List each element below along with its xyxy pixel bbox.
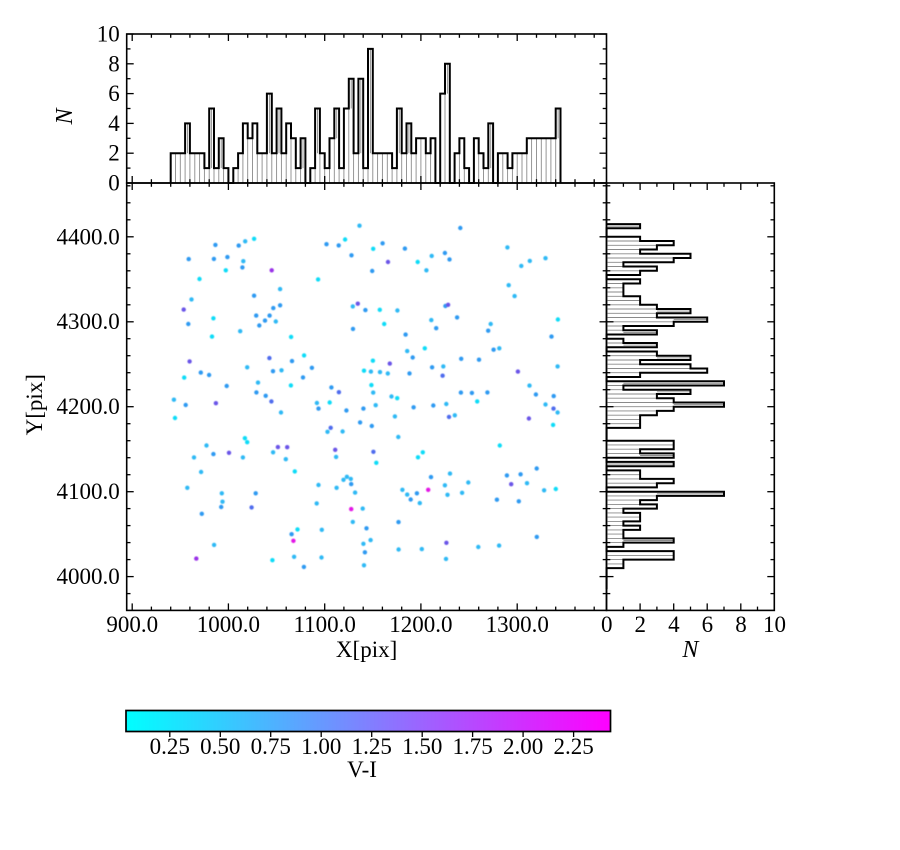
svg-text:10: 10 [97, 22, 120, 47]
svg-text:2.25: 2.25 [553, 734, 593, 759]
svg-text:4400.0: 4400.0 [56, 224, 119, 249]
svg-text:1.00: 1.00 [301, 734, 341, 759]
svg-text:6: 6 [108, 81, 120, 106]
svg-text:8: 8 [735, 612, 747, 637]
svg-text:0.75: 0.75 [251, 734, 291, 759]
svg-text:900.0: 900.0 [106, 612, 158, 637]
svg-text:1200.0: 1200.0 [389, 612, 452, 637]
svg-text:V-I: V-I [347, 757, 377, 782]
svg-text:4: 4 [108, 111, 120, 136]
svg-text:2: 2 [108, 141, 120, 166]
svg-text:0.50: 0.50 [200, 734, 240, 759]
svg-text:4000.0: 4000.0 [56, 564, 119, 589]
svg-text:1.75: 1.75 [452, 734, 492, 759]
svg-text:0: 0 [601, 612, 613, 637]
svg-text:4300.0: 4300.0 [56, 309, 119, 334]
svg-text:4200.0: 4200.0 [56, 394, 119, 419]
svg-text:1.50: 1.50 [402, 734, 442, 759]
svg-text:2.00: 2.00 [503, 734, 543, 759]
svg-text:1000.0: 1000.0 [197, 612, 260, 637]
svg-text:Y[pix]: Y[pix] [22, 374, 47, 435]
svg-text:1100.0: 1100.0 [293, 612, 355, 637]
svg-text:0: 0 [108, 171, 120, 196]
svg-text:10: 10 [763, 612, 786, 637]
svg-text:0.25: 0.25 [150, 734, 190, 759]
svg-text:N: N [681, 637, 700, 663]
svg-text:4: 4 [668, 612, 680, 637]
svg-text:1300.0: 1300.0 [486, 612, 549, 637]
svg-text:8: 8 [108, 51, 120, 76]
svg-text:1.25: 1.25 [352, 734, 392, 759]
svg-text:4100.0: 4100.0 [56, 479, 119, 504]
svg-text:X[pix]: X[pix] [336, 637, 397, 662]
svg-text:6: 6 [702, 612, 714, 637]
svg-text:N: N [52, 107, 78, 126]
svg-text:2: 2 [635, 612, 647, 637]
